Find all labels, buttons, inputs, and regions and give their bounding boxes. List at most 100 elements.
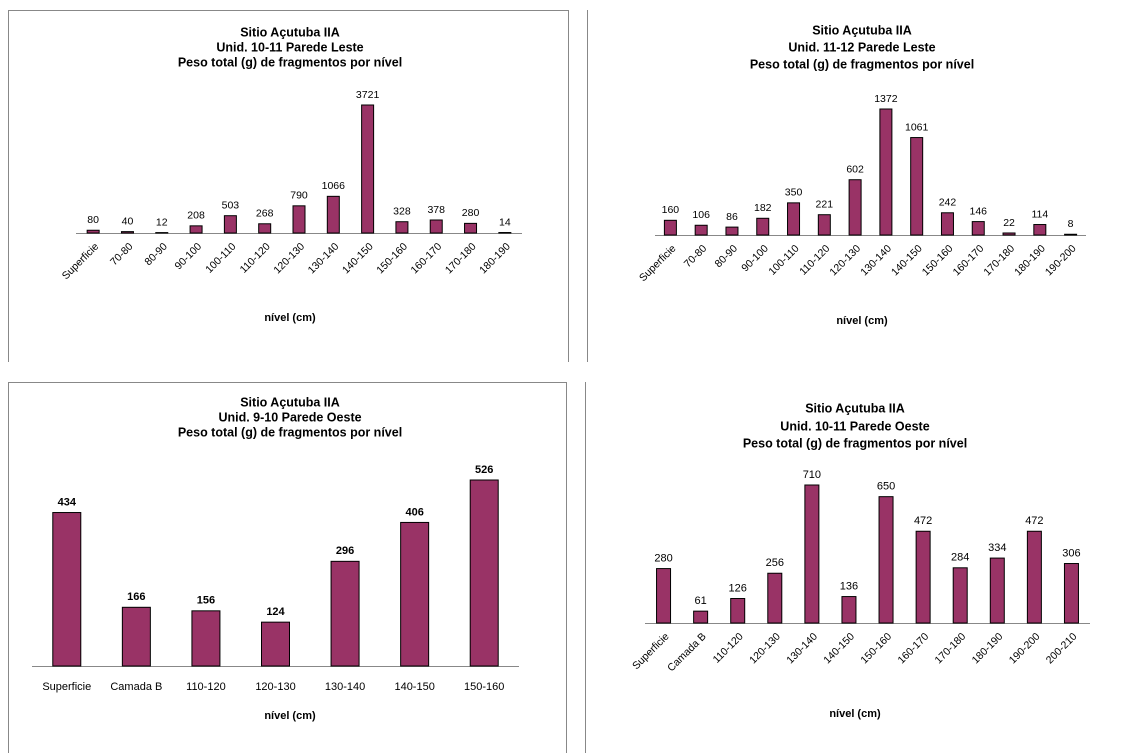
data-label: 434 [58, 496, 77, 508]
chart-title: Sitio Açutuba IIA [240, 25, 340, 39]
data-label: 8 [1068, 218, 1074, 230]
data-label: 156 [197, 595, 215, 607]
bar [292, 205, 306, 234]
data-label: 280 [654, 552, 672, 564]
chart-title: Unid. 10-11 Parede Leste [216, 40, 363, 54]
data-label: 710 [803, 469, 821, 481]
data-label: 328 [393, 205, 411, 217]
chart-title: Unid. 9-10 Parede Oeste [218, 410, 361, 424]
data-label: 22 [1003, 217, 1015, 229]
data-label: 160 [662, 204, 680, 216]
x-tick-label: Camada B [110, 681, 162, 693]
chart-title: Peso total (g) de fragmentos por nível [178, 425, 402, 439]
bar [330, 560, 360, 667]
data-label: 166 [127, 591, 145, 603]
data-label: 80 [87, 214, 99, 226]
bar [223, 215, 237, 234]
chart-title: Unid. 10-11 Parede Oeste [780, 419, 929, 433]
bar [910, 137, 924, 236]
chart-title: Sitio Açutuba IIA [805, 401, 905, 415]
bar [730, 598, 746, 624]
bar [971, 221, 985, 236]
data-label: 136 [840, 580, 858, 592]
data-label: 268 [256, 208, 274, 220]
bar [787, 202, 801, 236]
data-label: 126 [729, 582, 747, 594]
bar [656, 568, 672, 624]
bar [326, 195, 340, 234]
chart-title: Peso total (g) de fragmentos por nível [178, 55, 402, 69]
x-tick-label: 140-150 [394, 681, 434, 693]
panel-frame [8, 10, 569, 362]
x-axis-label: nível (cm) [264, 312, 316, 324]
bar [693, 610, 709, 624]
bar [361, 104, 375, 234]
data-label: 406 [405, 506, 423, 518]
chart-title: Peso total (g) de fragmentos por nível [750, 57, 974, 71]
data-label: 146 [969, 205, 987, 217]
data-label: 124 [266, 606, 285, 618]
data-label: 86 [726, 211, 738, 223]
data-label: 182 [754, 202, 772, 214]
data-label: 242 [939, 197, 957, 209]
x-axis-label: nível (cm) [264, 710, 316, 722]
bar [841, 596, 857, 624]
data-label: 221 [816, 198, 834, 210]
bar [915, 530, 931, 624]
bar [189, 225, 203, 234]
bar [663, 219, 677, 236]
data-label: 106 [692, 209, 710, 221]
bar [725, 226, 739, 236]
data-label: 306 [1062, 547, 1080, 559]
data-label: 350 [785, 187, 803, 199]
data-label: 114 [1031, 208, 1048, 220]
data-label: 472 [1025, 515, 1043, 527]
data-label: 61 [695, 595, 707, 607]
data-label: 503 [222, 199, 240, 211]
data-label: 472 [914, 515, 932, 527]
data-label: 378 [427, 204, 445, 216]
data-label: 1066 [322, 180, 346, 192]
bar [989, 557, 1005, 624]
bar [817, 214, 831, 236]
bar [694, 224, 708, 236]
data-label: 208 [187, 210, 205, 222]
bar [1033, 224, 1047, 236]
bar [940, 212, 954, 236]
data-label: 790 [290, 190, 308, 202]
bar [261, 621, 290, 667]
data-label: 3721 [356, 89, 380, 101]
bar [879, 108, 893, 236]
data-label: 14 [499, 216, 511, 228]
bar [120, 231, 134, 234]
data-label: 650 [877, 481, 895, 493]
chart-title: Sitio Açutuba IIA [240, 395, 340, 409]
bar [191, 610, 221, 667]
bar [878, 496, 894, 624]
bar [464, 222, 478, 234]
data-label: 1372 [874, 93, 898, 105]
x-tick-label: 120-130 [255, 681, 295, 693]
bar [1002, 232, 1016, 236]
data-label: 12 [156, 216, 168, 228]
bar [756, 217, 770, 236]
bar [952, 567, 968, 624]
x-axis-label: nível (cm) [829, 708, 881, 720]
chart-title: Peso total (g) de fragmentos por nível [743, 436, 967, 450]
data-label: 284 [951, 552, 969, 564]
data-label: 256 [766, 557, 784, 569]
bar [469, 479, 499, 667]
bar [767, 572, 783, 624]
bar [121, 606, 151, 667]
bar [258, 223, 272, 234]
bar [52, 512, 82, 667]
data-label: 602 [846, 163, 864, 175]
panel-frame [8, 382, 567, 753]
x-tick-label: 130-140 [325, 681, 365, 693]
bar [848, 179, 862, 236]
data-label: 334 [988, 542, 1006, 554]
chart-title: Unid. 11-12 Parede Leste [788, 40, 935, 54]
data-label: 280 [462, 207, 480, 219]
